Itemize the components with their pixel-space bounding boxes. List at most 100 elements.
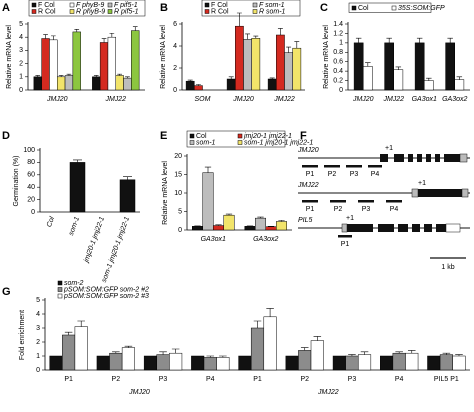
error-bar <box>236 12 242 27</box>
panel-label: G <box>2 286 11 298</box>
y-tick-label: 3 <box>19 47 23 54</box>
error-bar <box>215 224 222 226</box>
exon <box>426 154 431 162</box>
primer-label: P1 <box>341 241 350 248</box>
gene-diagram: F JMJ20 +1 P1 P2 P3 P4 JMJ22 +1 P1 P2 P3 <box>297 130 470 271</box>
legend-label: jmj20-1 jmj22-1 <box>243 133 292 140</box>
bar <box>445 42 456 91</box>
error-bar <box>73 159 82 163</box>
y-tick-label: 1 <box>36 353 40 360</box>
legend-box <box>201 0 301 17</box>
utr <box>341 223 348 233</box>
bar <box>363 66 373 91</box>
bar <box>285 355 299 371</box>
bar <box>192 226 203 231</box>
legend-label: som-2 <box>64 280 84 287</box>
bar <box>62 334 76 371</box>
scale-bar-label: 1 kb <box>441 264 454 271</box>
legend-label: som-1 jmj20-1 jmj22-1 <box>244 139 313 146</box>
y-tick-label: 100 <box>23 147 35 154</box>
error-bar <box>300 347 309 351</box>
legend-box <box>186 130 286 148</box>
error-bar <box>35 75 41 77</box>
bar <box>292 47 302 91</box>
y-tick-label: 0 <box>31 209 35 216</box>
y-tick-label: 0 <box>339 87 343 94</box>
legend-swatch <box>57 287 63 292</box>
gene-name: JMJ22 <box>297 182 319 189</box>
bar <box>393 69 404 91</box>
y-axis-label: Relative mRNA level <box>160 25 167 89</box>
x-tick-label: P3 <box>348 376 357 383</box>
bar <box>156 354 170 371</box>
legend-swatch <box>189 133 195 139</box>
bar <box>226 78 236 91</box>
bar <box>99 42 109 91</box>
x-tick-label: jmj20-1 jmj22-1 <box>83 216 106 264</box>
gene-name: JMJ20 <box>297 147 319 154</box>
bar <box>345 355 359 371</box>
bar <box>107 36 116 91</box>
primer-label: P3 <box>362 206 371 213</box>
x-tick-label: P3 <box>159 376 168 383</box>
legend-label: R pif5-1 <box>114 8 139 15</box>
error-bar <box>416 37 423 43</box>
y-tick-label: 80 <box>27 159 35 166</box>
bar <box>169 352 183 371</box>
bar <box>119 179 136 213</box>
y-tick-label: 2 <box>36 339 40 346</box>
group-label: JMJ20 <box>128 389 150 396</box>
bar <box>121 347 135 371</box>
exon <box>435 154 440 162</box>
bar <box>263 316 277 371</box>
utr <box>445 223 461 233</box>
y-tick-label: 0 <box>19 87 23 94</box>
legend-label: F som-1 <box>259 2 285 9</box>
y-tick-label: 0.8 <box>333 49 343 56</box>
x-tick-label: P4 <box>395 376 404 383</box>
x-tick-label: som-1 <box>68 216 81 237</box>
y-tick-label: 1.2 <box>333 30 343 37</box>
y-tick-label: 3 <box>36 325 40 332</box>
panel-label: C <box>320 2 328 14</box>
error-bar <box>132 26 138 31</box>
panel-label: F <box>300 130 307 142</box>
panel-label: A <box>2 2 10 14</box>
y-axis-label: Fold enrichment <box>19 310 26 360</box>
bar <box>49 355 63 371</box>
error-bar <box>225 213 233 216</box>
error-bar <box>294 41 300 49</box>
primer <box>386 200 402 203</box>
bar <box>213 225 224 231</box>
error-bar <box>426 77 432 81</box>
y-tick-label: 1 <box>339 40 343 47</box>
error-bar <box>456 76 463 80</box>
x-tick-label: JMJ20 <box>232 96 254 103</box>
legend-swatch <box>237 133 243 139</box>
primer <box>324 165 340 168</box>
error-bar <box>278 220 285 222</box>
legend-label: 35S:SOM:GFP <box>398 5 445 12</box>
error-bar <box>112 351 120 354</box>
error-bar <box>171 348 180 354</box>
legend-label: R som-1 <box>259 8 286 15</box>
y-tick-label: 4 <box>19 34 23 41</box>
bar <box>276 221 287 231</box>
exon <box>412 224 420 232</box>
error-bar <box>348 354 356 356</box>
utr <box>461 188 469 198</box>
x-tick-label: P4 <box>206 376 215 383</box>
legend-swatch <box>237 140 243 145</box>
error-bar <box>266 308 274 317</box>
bar <box>216 357 230 371</box>
primer-label: P3 <box>350 171 359 178</box>
y-tick-label: 0 <box>173 87 177 94</box>
primer <box>368 165 382 168</box>
legend-swatch <box>204 9 210 14</box>
y-tick-label: 0.6 <box>333 59 343 66</box>
legend-label: R Col <box>38 8 56 15</box>
y-tick-label: 2 <box>19 60 23 67</box>
error-bar <box>228 76 234 79</box>
bar <box>194 85 203 91</box>
